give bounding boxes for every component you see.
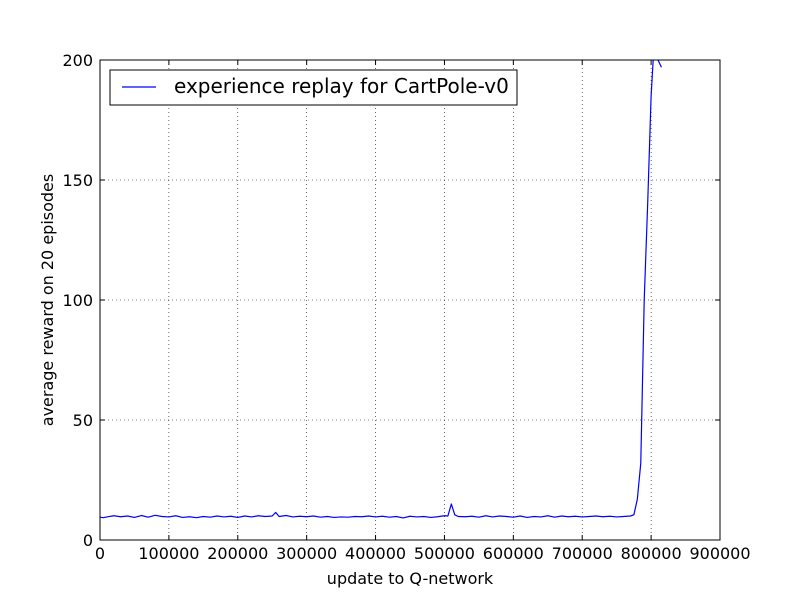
x-tick-label: 300000	[276, 544, 337, 563]
series-layer	[100, 60, 662, 519]
x-tick-label: 800000	[621, 544, 682, 563]
y-axis-label: average reward on 20 episodes	[38, 174, 57, 426]
x-tick-label: 400000	[345, 544, 406, 563]
x-tick-label: 0	[95, 544, 105, 563]
y-tick-label: 50	[73, 411, 93, 430]
plot-frame	[99, 59, 721, 541]
x-tick-label: 500000	[414, 544, 475, 563]
x-axis-label: update to Q-network	[327, 569, 494, 588]
y-tick-label: 0	[83, 531, 93, 550]
y-tick-label: 150	[62, 171, 93, 190]
x-tick-label: 100000	[138, 544, 199, 563]
grid-lines	[100, 60, 720, 540]
series-line	[100, 60, 662, 519]
y-tick-label: 200	[62, 51, 93, 70]
x-tick-label: 700000	[552, 544, 613, 563]
tick-labels: 0 100000 200000 300000 400000 500000 600000 700…	[62, 51, 750, 563]
x-tick-label: 900000	[689, 544, 750, 563]
legend-label: experience replay for CartPole-v0	[174, 74, 509, 98]
x-tick-label: 200000	[207, 544, 268, 563]
legend-box	[109, 69, 518, 106]
x-tick-label: 600000	[483, 544, 544, 563]
y-tick-label: 100	[62, 291, 93, 310]
legend: experience replay for CartPole-v0	[109, 69, 518, 106]
